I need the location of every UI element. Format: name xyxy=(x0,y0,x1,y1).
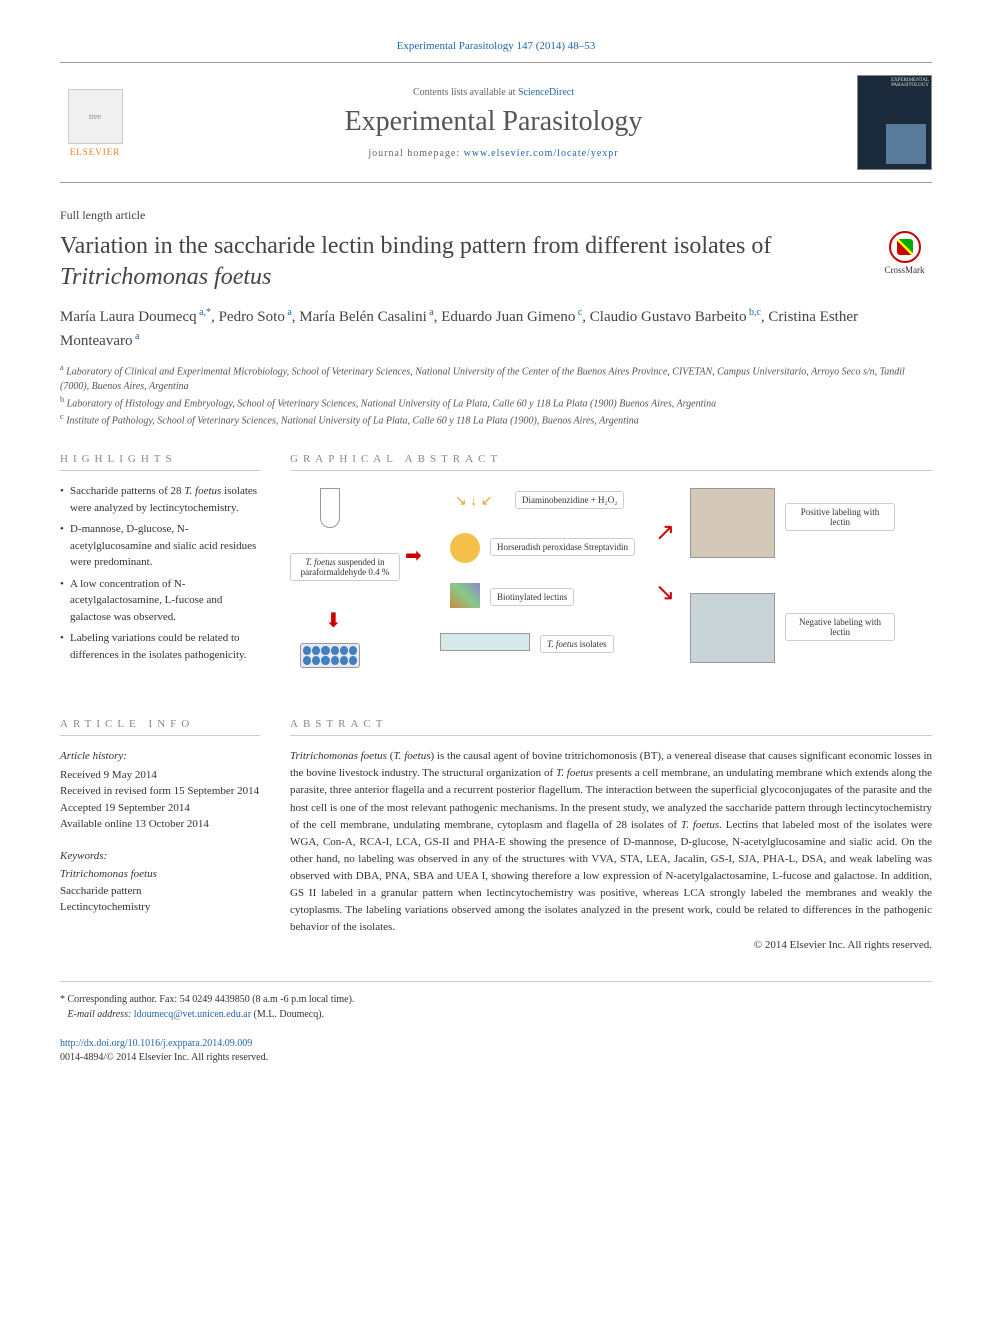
highlights-heading: HIGHLIGHTS xyxy=(60,453,260,471)
article-title: Variation in the saccharide lectin bindi… xyxy=(60,231,877,293)
ga-biotin-label: Biotinylated lectins xyxy=(490,588,574,606)
elsevier-tree-icon: tree xyxy=(68,89,123,144)
footnote-divider xyxy=(60,981,932,982)
ga-arrow-split-down: ↘ xyxy=(655,578,675,607)
affiliations: a Laboratory of Clinical and Experimenta… xyxy=(60,362,932,428)
highlights-list: Saccharide patterns of 28 T. foetus isol… xyxy=(60,483,260,663)
page-container: Experimental Parasitology 147 (2014) 48–… xyxy=(0,0,992,1105)
publisher-name: ELSEVIER xyxy=(70,147,121,157)
info-abstract-row: ARTICLE INFO Article history: Received 9… xyxy=(60,718,932,951)
doi-link[interactable]: http://dx.doi.org/10.1016/j.exppara.2014… xyxy=(60,1038,252,1049)
crossmark-badge[interactable]: CrossMark xyxy=(877,231,932,275)
ga-hrp-label: Horseradish peroxidase Streptavidin xyxy=(490,538,635,556)
copyright-line: © 2014 Elsevier Inc. All rights reserved… xyxy=(290,939,932,951)
ga-negative-img xyxy=(690,593,775,663)
issn-copyright: 0014-4894/© 2014 Elsevier Inc. All right… xyxy=(60,1052,268,1063)
journal-title: Experimental Parasitology xyxy=(130,106,857,138)
affiliation: b Laboratory of Histology and Embryology… xyxy=(60,394,932,411)
journal-ref-link[interactable]: Experimental Parasitology xyxy=(397,40,514,52)
author: María Belén Casalini a xyxy=(299,309,433,325)
author: Claudio Gustavo Barbeito b,c xyxy=(590,309,761,325)
highlight-item: Saccharide patterns of 28 T. foetus isol… xyxy=(60,483,260,516)
keyword-item: Lectincytochemistry xyxy=(60,899,260,916)
ga-negative-label: Negative labeling with lectin xyxy=(785,613,895,641)
author: Eduardo Juan Gimeno c xyxy=(441,309,582,325)
keywords-heading: Keywords: xyxy=(60,848,260,865)
history-item: Accepted 19 September 2014 xyxy=(60,800,260,817)
ga-arrows-yellow: ↘ ↓ ↙ xyxy=(455,493,492,510)
keyword-item: Tritrichomonas foetus xyxy=(60,866,260,883)
doi-block: http://dx.doi.org/10.1016/j.exppara.2014… xyxy=(60,1037,932,1065)
ga-arrow-down: ⬇ xyxy=(325,608,342,633)
ga-plate xyxy=(300,643,360,668)
ga-tube-label: T. foetus suspended in paraformaldehyde … xyxy=(290,553,400,581)
affiliation: a Laboratory of Clinical and Experimenta… xyxy=(60,362,932,393)
history-item: Received 9 May 2014 xyxy=(60,767,260,784)
keyword-item: Saccharide pattern xyxy=(60,883,260,900)
keywords-list: Tritrichomonas foetusSaccharide patternL… xyxy=(60,866,260,916)
article-info-block: Article history: Received 9 May 2014Rece… xyxy=(60,748,260,916)
info-heading: ARTICLE INFO xyxy=(60,718,260,736)
contents-available: Contents lists available at ScienceDirec… xyxy=(130,87,857,98)
ga-isolates-label: T. foetus isolates xyxy=(540,635,614,653)
highlights-column: HIGHLIGHTS Saccharide patterns of 28 T. … xyxy=(60,453,260,693)
journal-homepage: journal homepage: www.elsevier.com/locat… xyxy=(130,148,857,159)
article-type: Full length article xyxy=(60,208,932,223)
header-banner: tree ELSEVIER Contents lists available a… xyxy=(60,62,932,183)
homepage-link[interactable]: www.elsevier.com/locate/yexpr xyxy=(464,148,619,159)
history-item: Received in revised form 15 September 20… xyxy=(60,783,260,800)
highlight-item: Labeling variations could be related to … xyxy=(60,630,260,663)
journal-reference: Experimental Parasitology 147 (2014) 48–… xyxy=(60,40,932,52)
abstract-text: Tritrichomonas foetus (T. foetus) is the… xyxy=(290,748,932,936)
highlight-item: A low concentration of N-acetylgalactosa… xyxy=(60,576,260,626)
ga-positive-img xyxy=(690,488,775,558)
ga-tube xyxy=(320,488,340,528)
ga-arrow-split-up: ↗ xyxy=(655,518,675,547)
history-heading: Article history: xyxy=(60,748,260,765)
author: Pedro Soto a xyxy=(219,309,292,325)
title-row: Variation in the saccharide lectin bindi… xyxy=(60,231,932,305)
corresponding-author: * Corresponding author. Fax: 54 0249 443… xyxy=(60,992,932,1022)
ga-arrow-right-1: ➡ xyxy=(405,543,422,568)
header-center: Contents lists available at ScienceDirec… xyxy=(130,87,857,159)
ga-lectin-icon xyxy=(450,583,480,608)
history-item: Available online 13 October 2014 xyxy=(60,816,260,833)
graphical-abstract-figure: T. foetus suspended in paraformaldehyde … xyxy=(290,483,932,693)
authors-list: María Laura Doumecq a,*, Pedro Soto a, M… xyxy=(60,305,932,352)
abstract-heading: ABSTRACT xyxy=(290,718,932,736)
graphical-heading: GRAPHICAL ABSTRACT xyxy=(290,453,932,471)
crossmark-icon xyxy=(889,231,921,263)
article-info-column: ARTICLE INFO Article history: Received 9… xyxy=(60,718,260,951)
highlights-graphical-row: HIGHLIGHTS Saccharide patterns of 28 T. … xyxy=(60,453,932,693)
journal-cover-thumbnail xyxy=(857,75,932,170)
ga-slide xyxy=(440,633,530,651)
highlight-item: D-mannose, D-glucose, N-acetylglucosamin… xyxy=(60,521,260,571)
abstract-column: ABSTRACT Tritrichomonas foetus (T. foetu… xyxy=(290,718,932,951)
ga-positive-label: Positive labeling with lectin xyxy=(785,503,895,531)
graphical-abstract-column: GRAPHICAL ABSTRACT T. foetus suspended i… xyxy=(290,453,932,693)
publisher-logo: tree ELSEVIER xyxy=(60,83,130,163)
history-list: Received 9 May 2014Received in revised f… xyxy=(60,767,260,833)
corresponding-email-link[interactable]: ldoumecq@vet.unicen.edu.ar xyxy=(134,1009,251,1020)
ga-dab-label: Diaminobenzidine + H₂O₂ xyxy=(515,491,624,509)
author: María Laura Doumecq a,* xyxy=(60,309,211,325)
ga-hrp-icon xyxy=(450,533,480,563)
sciencedirect-link[interactable]: ScienceDirect xyxy=(518,87,574,98)
affiliation: c Institute of Pathology, School of Vete… xyxy=(60,411,932,428)
